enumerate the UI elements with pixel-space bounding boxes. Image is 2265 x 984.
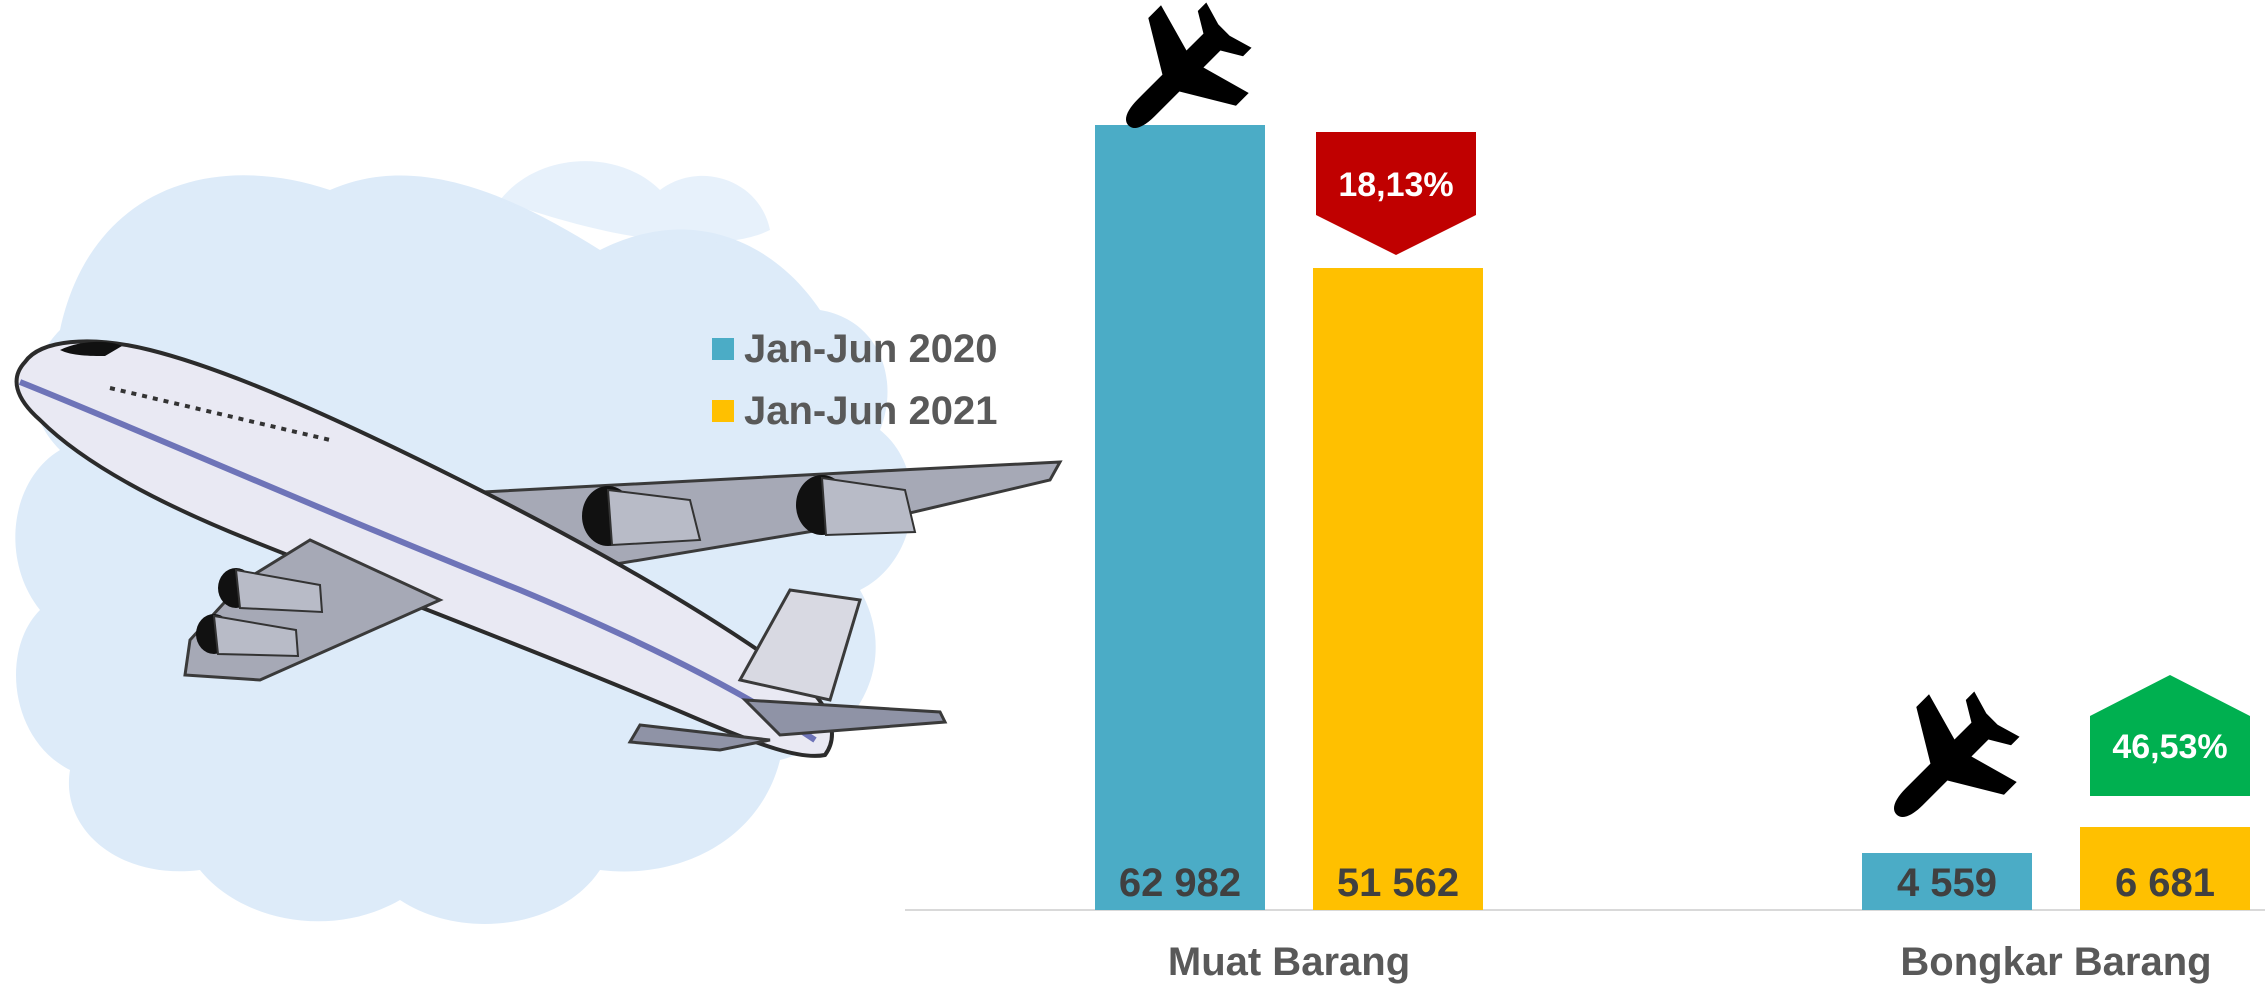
legend-label-2021: Jan-Jun 2021 bbox=[744, 388, 998, 433]
change-label-muat-barang: 18,13% bbox=[1338, 166, 1453, 204]
legend-swatch-2020 bbox=[712, 338, 734, 360]
data-label-bongkar-barang-2020: 4 559 bbox=[1897, 861, 1997, 905]
airplane-illustration bbox=[14, 339, 1063, 758]
airplane-icon bbox=[1126, 2, 1252, 128]
legend-swatch-2021 bbox=[712, 400, 734, 422]
bar-bongkar-barang-2021 bbox=[2080, 827, 2250, 910]
bar-muat-barang-2020 bbox=[1095, 125, 1265, 910]
legend-item-2021: Jan-Jun 2021 bbox=[712, 380, 997, 442]
legend: Jan-Jun 2020 Jan-Jun 2021 bbox=[712, 318, 997, 442]
category-label-muat-barang: Muat Barang bbox=[1168, 940, 1410, 984]
bar-muat-barang-2021 bbox=[1313, 268, 1483, 910]
data-label-muat-barang-2021: 51 562 bbox=[1337, 861, 1459, 905]
change-label-bongkar-barang: 46,53% bbox=[2112, 728, 2227, 766]
change-badge-bongkar-barang: 46,53% bbox=[2090, 675, 2250, 796]
data-label-muat-barang-2020: 62 982 bbox=[1119, 861, 1241, 905]
change-badge-muat-barang: 18,13% bbox=[1316, 132, 1476, 255]
category-label-bongkar-barang: Bongkar Barang bbox=[1900, 940, 2211, 984]
legend-label-2020: Jan-Jun 2020 bbox=[744, 326, 998, 371]
bar-bongkar-barang-2020 bbox=[1862, 853, 2032, 910]
airplane-icon bbox=[1894, 691, 2020, 817]
legend-item-2020: Jan-Jun 2020 bbox=[712, 318, 997, 380]
data-label-bongkar-barang-2021: 6 681 bbox=[2115, 861, 2215, 905]
